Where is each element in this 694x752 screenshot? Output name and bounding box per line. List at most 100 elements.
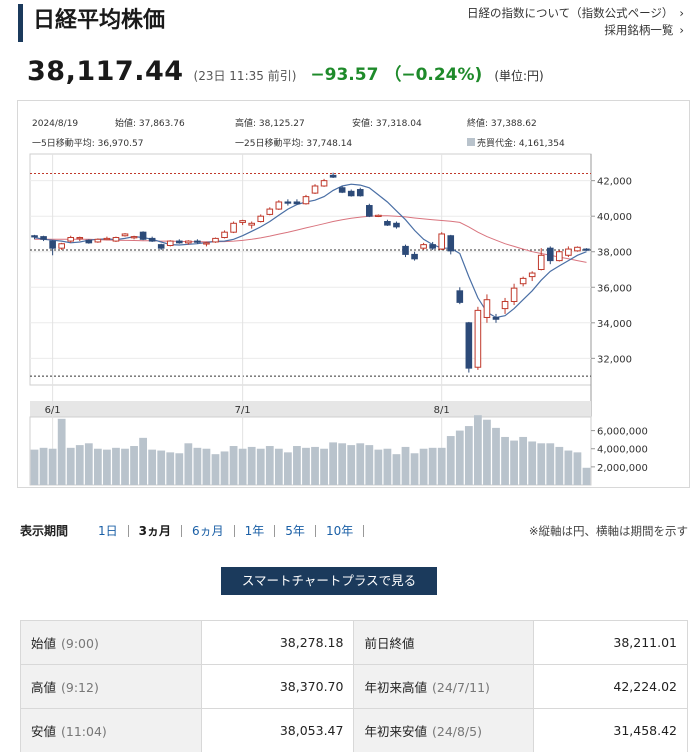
- y-tick-label: 32,000: [597, 354, 632, 365]
- x-tick-label: 6/1: [45, 405, 61, 416]
- period-option-1y[interactable]: 1年: [235, 524, 276, 537]
- moving-average-lines: [34, 183, 587, 319]
- chevron-right-icon: ›: [679, 23, 684, 37]
- candle-body: [275, 201, 283, 210]
- volume-bar: [247, 446, 256, 485]
- volume-bar: [510, 440, 518, 485]
- volume-bar: [329, 442, 338, 485]
- volume-axis-ticks: 6,000,000 4,000,000 2,000,000: [591, 427, 648, 474]
- price-chart: 2024/8/19 始値: 37,863.76 高値: 38,125.27 安値…: [17, 100, 690, 488]
- candle-body: [248, 222, 255, 226]
- volume-bar: [93, 448, 102, 485]
- volume-bar: [555, 446, 564, 485]
- period-option-5y[interactable]: 5年: [275, 524, 316, 537]
- candle-body: [347, 190, 355, 197]
- candle-body: [510, 287, 518, 302]
- candle-body: [194, 240, 201, 243]
- candle-body: [76, 237, 84, 240]
- index-official-link[interactable]: 日経の指数について（指数公式ページ） ›: [467, 5, 684, 22]
- info-open: 始値: 37,863.76: [115, 117, 185, 129]
- constituents-link[interactable]: 採用銘柄一覧 ›: [467, 22, 684, 39]
- volume-bar: [537, 443, 546, 485]
- volume-bar: [157, 450, 166, 485]
- constituents-link-label: 採用銘柄一覧: [604, 23, 674, 37]
- stat-label-text: 始値: [31, 636, 57, 651]
- stat-label: 高値 (9:12): [20, 664, 202, 709]
- volume-bar: [103, 449, 111, 485]
- volume-bar: [365, 445, 374, 485]
- volume-bar: [293, 446, 301, 485]
- candle-body: [429, 244, 436, 249]
- candle-body: [338, 187, 346, 193]
- volume-bar: [265, 446, 274, 485]
- volume-bar: [492, 427, 500, 485]
- page-title: 日経平均株価: [33, 8, 166, 33]
- candle-body: [148, 237, 156, 242]
- period-option-6m[interactable]: 6ヵ月: [182, 524, 235, 537]
- volume-tick-label: 2,000,000: [597, 463, 648, 474]
- stat-label-sub: (24/7/11): [431, 680, 490, 695]
- volume-bar: [501, 436, 509, 485]
- candle-body: [465, 322, 473, 369]
- volume-bar: [311, 446, 319, 485]
- volume-bar: [338, 443, 347, 485]
- candle-body: [574, 246, 581, 252]
- info-high: 高値: 38,125.27: [235, 117, 305, 129]
- stat-label: 年初来高値 (24/7/11): [353, 664, 535, 709]
- candle-body: [257, 215, 265, 223]
- volume-bar: [320, 448, 328, 485]
- smart-chart-button[interactable]: スマートチャートプラスで見る: [221, 567, 437, 595]
- period-option-10y[interactable]: 10年: [316, 524, 365, 537]
- candle-body: [85, 239, 93, 244]
- period-option-1d[interactable]: 1日: [88, 524, 129, 537]
- index-official-link-label: 日経の指数について（指数公式ページ）: [466, 6, 674, 20]
- volume-bar: [519, 436, 528, 485]
- table-row: 安値 (11:04) 38,053.47 年初来安値 (24/8/5) 31,458…: [20, 708, 688, 752]
- volume-bar: [166, 452, 175, 485]
- chart-svg: 2024/8/19 始値: 37,863.76 高値: 38,125.27 安値…: [29, 117, 648, 486]
- candle-body: [492, 316, 500, 320]
- volume-bar: [419, 448, 428, 485]
- x-tick-label: 8/1: [434, 405, 450, 416]
- chevron-right-icon: ›: [679, 6, 684, 20]
- candle-body: [121, 233, 129, 237]
- candle-body: [67, 237, 75, 242]
- price-row: 38,117.44 (23日 11:35 前引) −93.57 （−0.24%)…: [27, 56, 544, 90]
- candle-body: [185, 240, 192, 244]
- volume-legend-swatch: [467, 138, 475, 146]
- volume-bars: [30, 415, 591, 485]
- info-close: 終値: 37,388.62: [467, 117, 537, 129]
- stat-value: 38,370.70: [200, 664, 355, 709]
- y-tick-label: 38,000: [597, 248, 632, 259]
- axis-note: ※縦軸は円、横軸は期間を示す: [528, 523, 688, 538]
- volume-plot-frame: [29, 416, 592, 486]
- x-tick-label: 7/1: [235, 405, 251, 416]
- stat-label-sub: (9:12): [61, 680, 99, 695]
- candle-body: [420, 244, 427, 249]
- volume-bar: [66, 447, 75, 485]
- candle-body: [31, 235, 38, 238]
- y-tick-label: 36,000: [597, 283, 632, 294]
- candle-body: [384, 221, 391, 226]
- stat-label: 安値 (11:04): [20, 708, 202, 752]
- candle-body: [411, 253, 418, 260]
- candle-body: [483, 299, 491, 318]
- table-row: 始値 (9:00) 38,278.18 前日終値 38,211.01: [20, 620, 688, 665]
- info-volume: 売買代金: 4,161,354: [477, 137, 565, 149]
- volume-bar: [148, 449, 157, 485]
- volume-bar: [211, 454, 220, 485]
- stat-label-sub: (9:00): [61, 636, 99, 651]
- candle-body: [438, 233, 446, 250]
- candle-body: [58, 243, 65, 249]
- volume-bar: [30, 449, 39, 485]
- candle-body: [311, 185, 319, 194]
- volume-bar: [57, 418, 66, 485]
- period-option-3m[interactable]: 3ヵ月: [129, 524, 183, 537]
- stat-value: 38,278.18: [200, 620, 355, 665]
- candle-body: [583, 248, 590, 251]
- period-selector: 表示期間 1日 3ヵ月 6ヵ月 1年 5年 10年 ※縦軸は円、横軸は期間を示す: [20, 522, 688, 539]
- candle-body: [94, 238, 102, 243]
- volume-bar: [229, 446, 238, 485]
- volume-bar: [392, 454, 401, 485]
- candle-body: [166, 240, 174, 247]
